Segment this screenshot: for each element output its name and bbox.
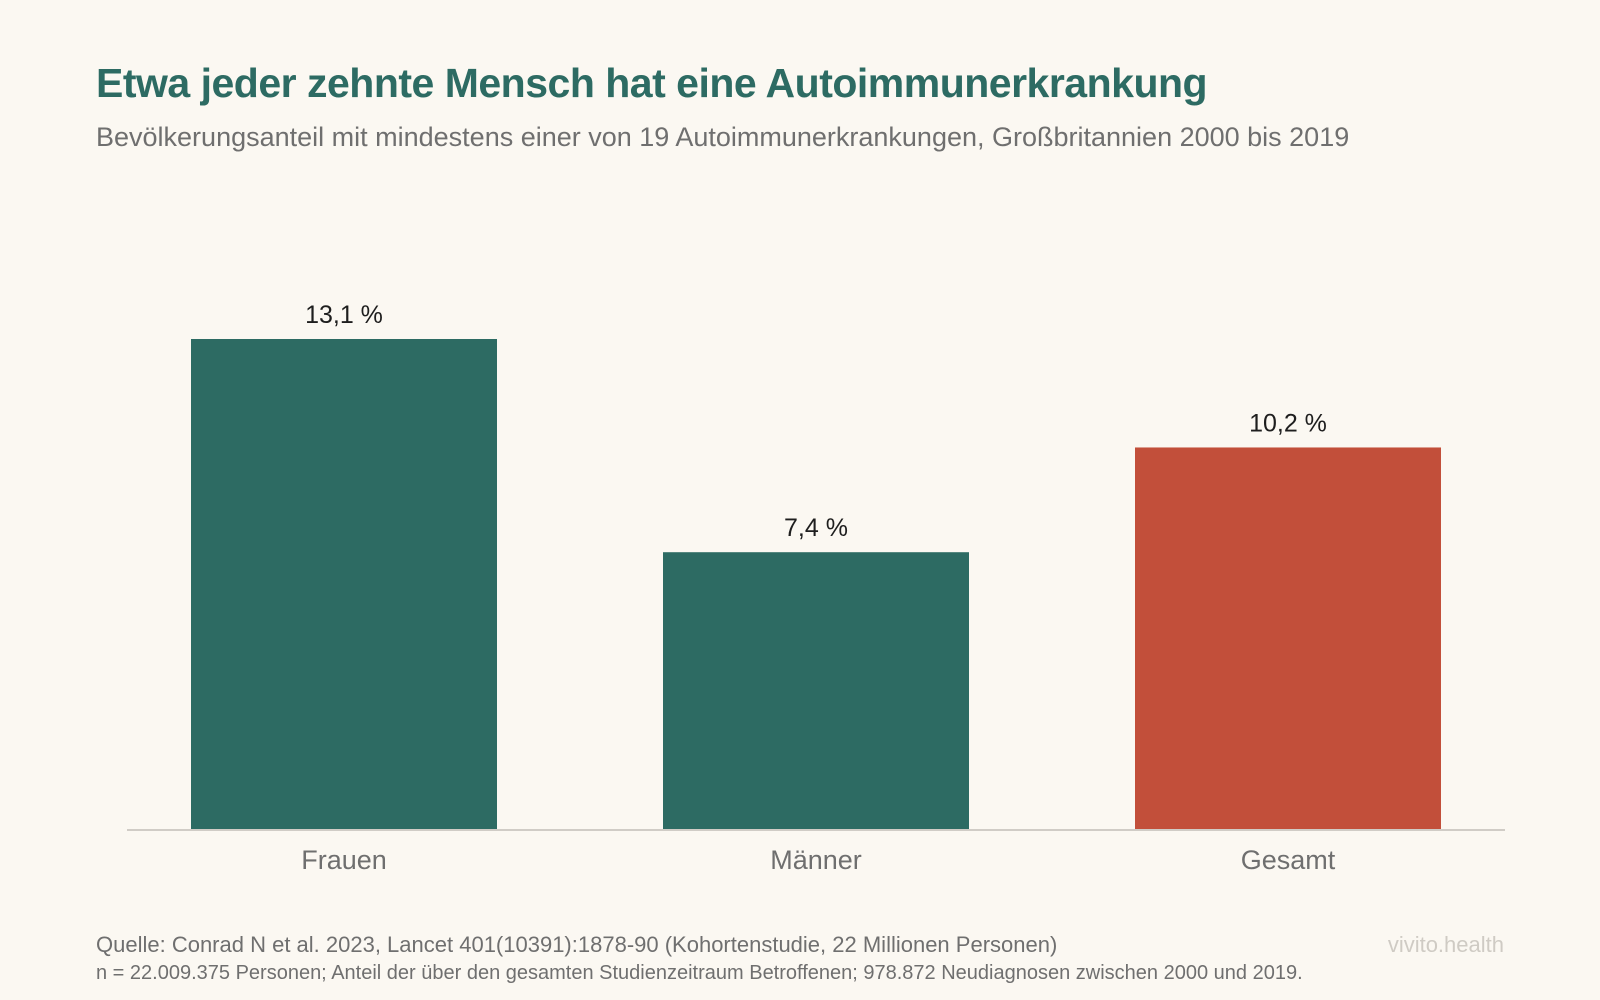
value-label-maenner: 7,4 % bbox=[784, 514, 848, 542]
footnote: n = 22.009.375 Personen; Anteil der über… bbox=[96, 962, 1303, 984]
bar-gesamt[interactable] bbox=[1135, 447, 1441, 829]
category-label-maenner: Männer bbox=[770, 845, 862, 875]
source-note: Quelle: Conrad N et al. 2023, Lancet 401… bbox=[96, 932, 1058, 957]
bar-maenner[interactable] bbox=[663, 552, 969, 829]
bar-frauen[interactable] bbox=[191, 339, 497, 829]
chart-title: Etwa jeder zehnte Mensch hat eine Autoim… bbox=[96, 60, 1208, 106]
value-label-gesamt: 10,2 % bbox=[1249, 409, 1327, 437]
category-label-gesamt: Gesamt bbox=[1241, 845, 1336, 875]
value-label-frauen: 13,1 % bbox=[305, 301, 383, 329]
chart-subtitle: Bevölkerungsanteil mit mindestens einer … bbox=[96, 122, 1350, 152]
brand-label[interactable]: vivito.health bbox=[1387, 932, 1504, 957]
category-label-frauen: Frauen bbox=[301, 845, 387, 875]
